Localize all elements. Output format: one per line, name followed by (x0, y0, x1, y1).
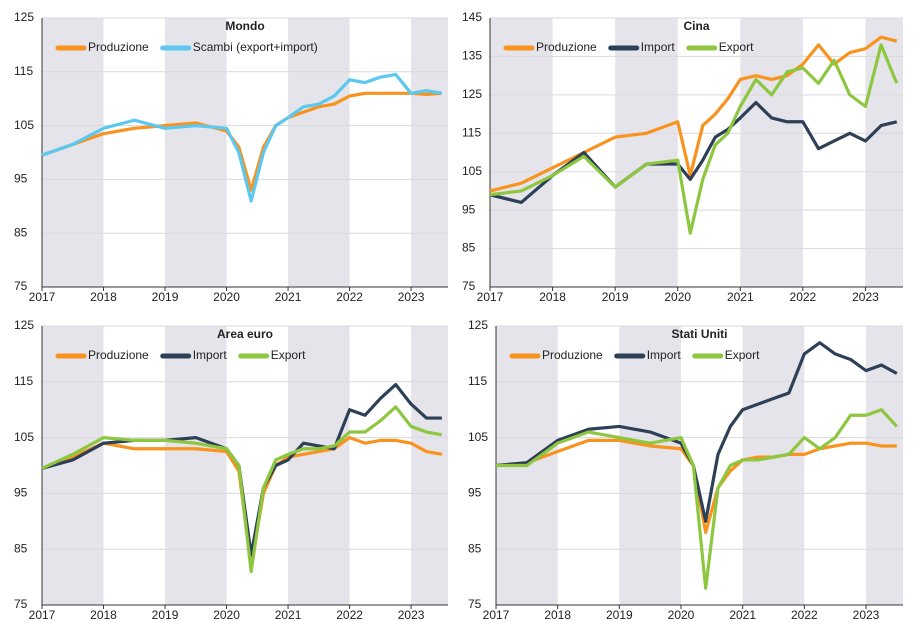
y-tick-label: 75 (14, 279, 28, 293)
chart-title: Cina (683, 19, 709, 33)
y-tick-label: 115 (462, 125, 481, 139)
y-tick-label: 95 (468, 486, 482, 500)
x-tick-label: 2022 (790, 290, 817, 304)
x-tick-label: 2021 (275, 608, 302, 621)
legend-label: Export (719, 40, 754, 54)
y-tick-label: 135 (462, 49, 482, 63)
legend-label: Import (647, 348, 682, 362)
series-line (489, 43, 899, 235)
x-tick-label: 2017 (477, 290, 504, 304)
x-tick-label: 2022 (336, 608, 363, 621)
y-tick-label: 105 (462, 164, 482, 178)
y-tick-label: 95 (14, 486, 28, 500)
x-tick-label: 2020 (213, 608, 240, 621)
y-tick-label: 125 (468, 318, 488, 332)
x-tick-label: 2019 (606, 608, 633, 621)
x-tick-label: 2018 (90, 608, 117, 621)
year-band (288, 326, 350, 605)
y-tick-label: 85 (468, 541, 482, 555)
chart-title: Mondo (225, 19, 264, 33)
x-tick-label: 2023 (398, 290, 425, 304)
y-tick-label: 75 (468, 597, 482, 611)
x-tick-label: 2020 (668, 608, 695, 621)
series-line (41, 405, 443, 574)
x-tick-label: 2022 (336, 290, 363, 304)
x-tick-label: 2022 (791, 608, 818, 621)
x-tick-label: 2017 (29, 290, 56, 304)
y-tick-label: 105 (468, 430, 488, 444)
y-tick-label: 95 (462, 202, 476, 216)
legend-label: Export (271, 348, 306, 362)
y-tick-label: 105 (14, 118, 34, 132)
legend-label: Produzione (88, 348, 149, 362)
year-band (740, 18, 803, 287)
legend-label: Produzione (542, 348, 603, 362)
y-tick-label: 125 (14, 318, 34, 332)
legend-label: Scambi (export+import) (193, 40, 318, 54)
x-tick-label: 2021 (729, 608, 756, 621)
x-tick-label: 2023 (852, 290, 879, 304)
legend-label: Import (193, 348, 228, 362)
series-line (495, 438, 897, 535)
x-tick-label: 2018 (544, 608, 571, 621)
x-tick-label: 2023 (853, 608, 880, 621)
x-tick-label: 2021 (727, 290, 754, 304)
x-tick-label: 2019 (602, 290, 629, 304)
chart-title: Stati Uniti (672, 327, 728, 341)
x-tick-label: 2020 (213, 290, 240, 304)
y-tick-label: 85 (14, 541, 28, 555)
legend-label: Export (725, 348, 760, 362)
year-band (165, 326, 227, 605)
x-tick-label: 2023 (398, 608, 425, 621)
series-line (489, 35, 898, 193)
legend-label: Produzione (88, 40, 149, 54)
y-tick-label: 115 (468, 374, 487, 388)
series-line (496, 408, 899, 590)
y-tick-label: 115 (14, 374, 33, 388)
year-band (742, 326, 805, 605)
year-band (288, 18, 350, 287)
year-band (411, 18, 448, 287)
x-tick-label: 2018 (90, 290, 117, 304)
y-tick-label: 95 (14, 172, 28, 186)
legend-label: Import (641, 40, 676, 54)
y-tick-label: 125 (14, 10, 34, 24)
year-band (619, 326, 681, 605)
legend-label: Produzione (536, 40, 597, 54)
year-band (490, 18, 553, 287)
x-tick-label: 2017 (29, 608, 56, 621)
y-tick-label: 145 (462, 10, 482, 24)
y-tick-label: 105 (14, 430, 34, 444)
y-tick-label: 85 (14, 225, 28, 239)
x-tick-label: 2019 (152, 608, 179, 621)
y-tick-label: 75 (462, 279, 476, 293)
year-band (165, 18, 227, 287)
x-tick-label: 2020 (664, 290, 691, 304)
y-tick-label: 125 (462, 87, 482, 101)
y-tick-label: 115 (14, 64, 33, 78)
chart-title: Area euro (217, 327, 273, 341)
y-tick-label: 75 (14, 597, 28, 611)
series-line (495, 341, 898, 523)
year-band (411, 326, 448, 605)
year-band (615, 18, 678, 287)
series-line (41, 72, 443, 203)
x-tick-label: 2021 (275, 290, 302, 304)
x-tick-label: 2019 (152, 290, 179, 304)
x-tick-label: 2017 (483, 608, 510, 621)
x-tick-label: 2018 (539, 290, 566, 304)
y-tick-label: 85 (462, 241, 476, 255)
year-band (865, 18, 903, 287)
